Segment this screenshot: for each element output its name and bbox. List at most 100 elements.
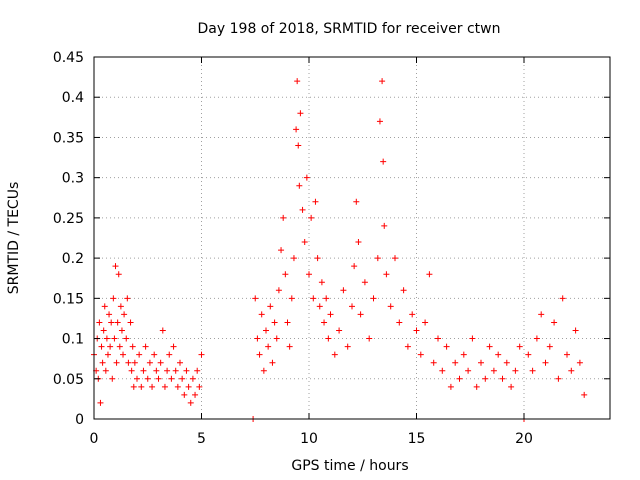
data-point bbox=[381, 222, 388, 229]
y-tick-label: 0.1 bbox=[62, 332, 84, 348]
data-point bbox=[166, 351, 173, 358]
data-point bbox=[409, 311, 416, 318]
data-point bbox=[495, 351, 502, 358]
y-tick-label: 0.2 bbox=[62, 251, 84, 267]
data-point bbox=[101, 303, 108, 310]
data-point bbox=[256, 351, 263, 358]
data-point bbox=[400, 287, 407, 294]
data-point bbox=[144, 375, 151, 382]
data-point bbox=[499, 375, 506, 382]
data-point bbox=[117, 303, 124, 310]
data-point bbox=[278, 247, 285, 254]
data-point bbox=[136, 351, 143, 358]
data-point bbox=[396, 319, 403, 326]
data-point bbox=[153, 367, 160, 374]
data-point bbox=[97, 399, 104, 406]
data-point bbox=[353, 198, 360, 205]
data-point bbox=[318, 279, 325, 286]
data-point bbox=[572, 327, 579, 334]
data-point bbox=[568, 367, 575, 374]
data-point bbox=[269, 359, 276, 366]
data-point bbox=[196, 383, 203, 390]
data-point bbox=[447, 383, 454, 390]
data-point bbox=[370, 295, 377, 302]
data-point bbox=[124, 295, 131, 302]
data-point bbox=[439, 367, 446, 374]
data-point bbox=[376, 118, 383, 125]
data-point bbox=[308, 214, 315, 221]
y-tick-label: 0.45 bbox=[53, 50, 84, 66]
data-point bbox=[129, 343, 136, 350]
data-point bbox=[508, 383, 515, 390]
data-point bbox=[327, 311, 334, 318]
data-point bbox=[533, 335, 540, 342]
data-point bbox=[473, 383, 480, 390]
data-point bbox=[155, 375, 162, 382]
y-axis-ticks: 0 0.05 0.1 0.15 0.2 0.25 0.3 0.35 0.4 0.45 bbox=[53, 50, 610, 428]
data-point bbox=[174, 383, 181, 390]
data-point bbox=[456, 375, 463, 382]
data-point bbox=[512, 367, 519, 374]
data-point bbox=[142, 343, 149, 350]
x-tick-label: 0 bbox=[90, 431, 99, 447]
data-point bbox=[383, 271, 390, 278]
data-point bbox=[349, 303, 355, 310]
data-point bbox=[177, 359, 183, 366]
data-point bbox=[170, 343, 177, 350]
data-point bbox=[294, 78, 301, 85]
data-point bbox=[465, 367, 472, 374]
data-point bbox=[134, 375, 140, 382]
data-point bbox=[168, 375, 175, 382]
data-point bbox=[125, 359, 132, 366]
data-point bbox=[149, 383, 156, 390]
data-point bbox=[161, 383, 168, 390]
y-axis-label: SRMTID / TECUs bbox=[6, 182, 22, 295]
data-point bbox=[123, 335, 130, 342]
data-point bbox=[118, 327, 125, 334]
data-point bbox=[286, 343, 293, 350]
data-point bbox=[551, 319, 558, 326]
data-point bbox=[185, 383, 192, 390]
data-point bbox=[392, 255, 398, 262]
data-point bbox=[108, 319, 115, 326]
data-point bbox=[576, 359, 583, 366]
data-point bbox=[115, 271, 122, 278]
data-point bbox=[469, 335, 476, 342]
data-point bbox=[131, 359, 138, 366]
data-point bbox=[529, 367, 536, 374]
x-tick-label: 15 bbox=[408, 431, 426, 447]
data-point bbox=[460, 351, 467, 358]
data-point bbox=[366, 335, 373, 342]
data-point bbox=[183, 367, 190, 374]
data-point bbox=[96, 319, 103, 326]
data-point bbox=[316, 303, 323, 310]
data-point bbox=[404, 343, 411, 350]
data-point bbox=[273, 335, 280, 342]
data-point bbox=[110, 295, 117, 302]
data-point bbox=[295, 142, 302, 149]
data-point bbox=[559, 295, 566, 302]
data-point bbox=[103, 335, 110, 342]
data-point bbox=[379, 78, 386, 85]
data-point bbox=[113, 359, 120, 366]
data-point bbox=[301, 239, 308, 246]
data-point bbox=[120, 351, 127, 358]
data-point bbox=[290, 255, 297, 262]
data-point bbox=[265, 343, 272, 350]
data-point bbox=[296, 182, 303, 189]
data-point bbox=[299, 206, 306, 213]
data-point bbox=[140, 367, 147, 374]
data-point bbox=[443, 343, 450, 350]
data-point bbox=[312, 198, 319, 205]
data-point bbox=[331, 351, 338, 358]
data-point bbox=[380, 158, 387, 165]
data-point bbox=[581, 391, 588, 398]
data-point bbox=[303, 174, 310, 181]
data-point bbox=[189, 375, 196, 382]
data-point bbox=[555, 375, 562, 382]
data-point bbox=[542, 359, 549, 366]
x-tick-label: 20 bbox=[515, 431, 533, 447]
data-point bbox=[107, 343, 114, 350]
data-point bbox=[198, 351, 205, 358]
